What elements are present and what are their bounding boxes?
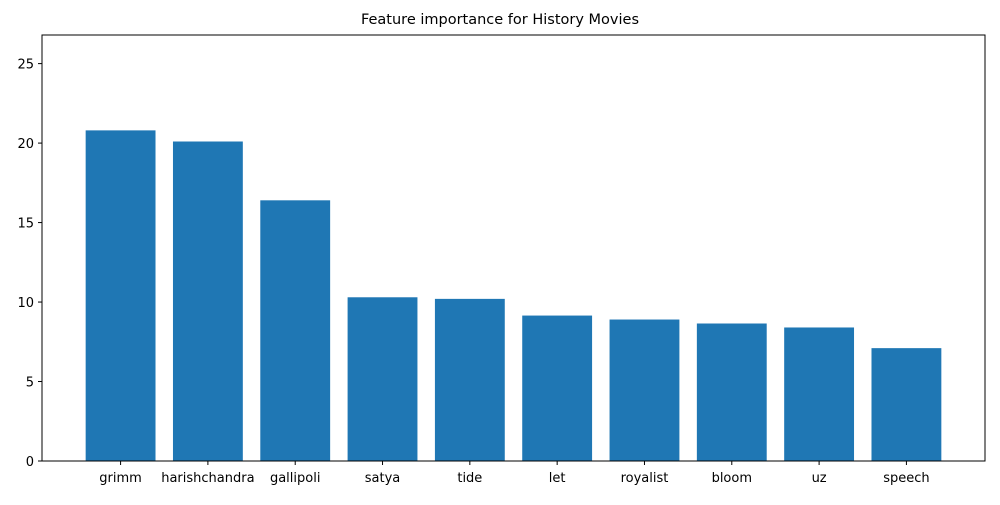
bar-harishchandra xyxy=(172,141,243,461)
bar-tide xyxy=(434,298,505,461)
x-tick-label: tide xyxy=(457,471,482,486)
x-tick-label: harishchandra xyxy=(161,471,254,486)
x-tick-label: gallipoli xyxy=(270,471,320,486)
plot-frame xyxy=(41,34,986,462)
bar-speech xyxy=(871,348,942,461)
y-tick-label: 15 xyxy=(17,217,34,232)
x-tick-label: speech xyxy=(883,471,929,486)
bar-let xyxy=(522,315,593,461)
chart-title: Feature importance for History Movies xyxy=(360,12,640,28)
x-tick-label: let xyxy=(549,471,566,486)
bar-bloom xyxy=(696,323,767,461)
bar-uz xyxy=(784,327,855,461)
bar-satya xyxy=(347,297,418,461)
x-tick-label: satya xyxy=(365,471,401,486)
x-tick-label: bloom xyxy=(712,471,752,486)
y-tick-label: 10 xyxy=(17,296,34,311)
bar-gallipoli xyxy=(260,200,331,461)
x-tick-label: grimm xyxy=(99,471,142,486)
y-tick-label: 25 xyxy=(17,58,34,73)
bar-royalist xyxy=(609,319,680,461)
x-tick-label: royalist xyxy=(621,471,669,486)
y-tick-label: 0 xyxy=(26,455,34,470)
y-tick-label: 5 xyxy=(26,376,34,391)
x-tick-label: uz xyxy=(812,471,827,486)
axes-layer: grimm harishchandra gallipoli satya tide let r… xyxy=(17,34,986,486)
y-tick-label: 20 xyxy=(17,137,34,152)
bars-layer xyxy=(85,130,942,461)
bar-grimm xyxy=(85,130,156,461)
